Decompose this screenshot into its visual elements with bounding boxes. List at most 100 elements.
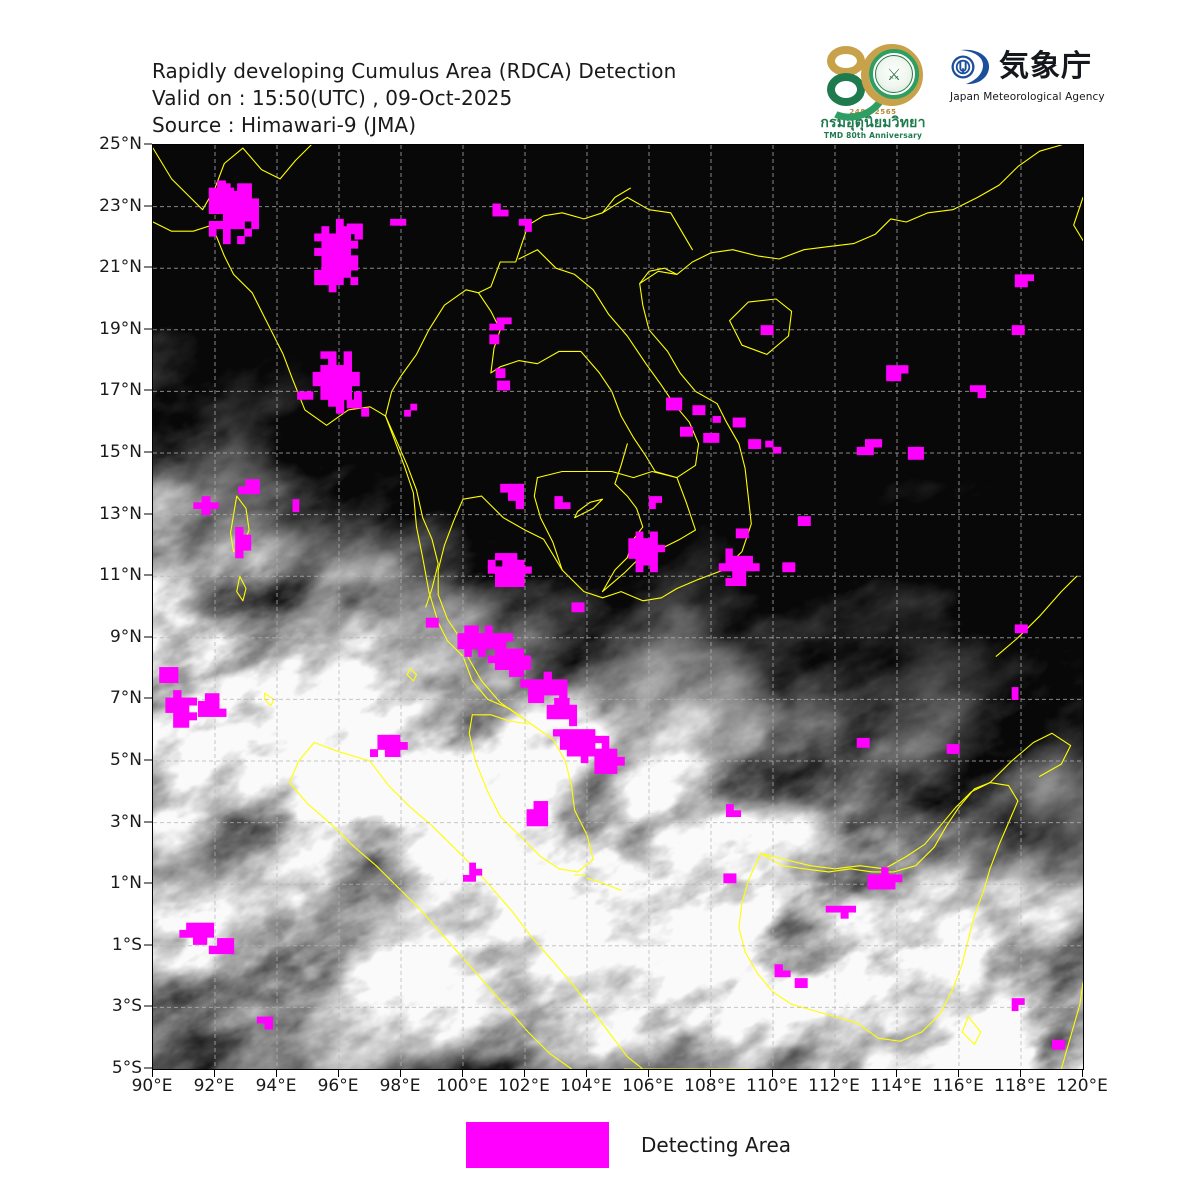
coastline-path <box>760 782 991 873</box>
coastline-path <box>601 477 697 593</box>
rdca-detection-blob <box>649 496 662 510</box>
coastline-path <box>153 145 312 211</box>
x-axis-tick-mark <box>834 1069 835 1077</box>
tmd-digit-eight-icon <box>823 46 869 106</box>
rdca-detection-blob <box>489 334 500 345</box>
x-axis-tick-label: 98°E <box>379 1076 421 1096</box>
coastline-path <box>732 145 1062 260</box>
x-axis-tick-label: 118°E <box>994 1076 1046 1096</box>
coastline-path <box>601 187 631 214</box>
y-axis-tick-label: 3°N <box>109 811 142 832</box>
rdca-detection-blob <box>179 922 215 945</box>
tmd-years-range: 2485-2565 <box>849 108 897 116</box>
rdca-detection-blob <box>718 548 760 587</box>
x-axis-tick-mark <box>648 1069 649 1077</box>
rdca-detection-blob <box>197 693 227 717</box>
rdca-detection-blob <box>314 218 359 293</box>
y-axis-tick-mark <box>144 451 152 453</box>
y-axis-tick-mark <box>144 389 152 391</box>
rdca-detection-blob <box>765 440 782 454</box>
x-axis-tick-mark <box>152 1069 153 1077</box>
rdca-detection-blob <box>238 479 260 495</box>
japan-meteorological-agency-logo: 気象庁 Japan Meteorological Agency <box>950 44 1105 118</box>
rdca-detection-blob <box>723 873 737 884</box>
rdca-detection-blob <box>1014 274 1034 288</box>
tmd-thai-name: กรมอุตุนิยมวิทยา <box>820 115 926 131</box>
logo-row: ⚔ 2485-2565 กรมอุตุนิยมวิทยา TMD 80th An… <box>809 44 1105 144</box>
legend-color-swatch-detecting-area <box>466 1122 609 1168</box>
y-axis-tick-label: 23°N <box>99 195 142 216</box>
coastline-path <box>995 575 1078 657</box>
tmd-anniversary-subtitle: TMD 80th Anniversary <box>823 130 923 140</box>
coastline-path <box>536 470 678 479</box>
rdca-detection-overlay <box>159 180 1065 1050</box>
y-axis-tick-label: 25°N <box>99 134 142 154</box>
rdca-detection-blob <box>725 804 742 818</box>
rdca-detection-blob <box>886 365 909 382</box>
rdca-detection-blob <box>712 416 721 423</box>
legend-label-detecting-area: Detecting Area <box>641 1133 791 1157</box>
x-axis-tick-mark <box>896 1069 897 1077</box>
y-axis-tick-mark <box>144 266 152 268</box>
y-axis-tick-mark <box>144 944 152 946</box>
rdca-detection-blob <box>554 496 571 510</box>
rdca-detection-blob <box>518 218 532 232</box>
rdca-detection-blob <box>794 978 808 988</box>
y-axis-tick-label: 7°N <box>109 688 142 709</box>
y-axis-tick-mark <box>144 1067 152 1069</box>
rdca-detection-blob <box>487 553 532 588</box>
y-axis-tick-mark <box>144 1005 152 1007</box>
rdca-detection-blob <box>680 426 693 437</box>
x-axis-tick-label: 96°E <box>317 1076 359 1096</box>
coastline-path <box>1073 196 1083 242</box>
x-axis-tick-label: 112°E <box>808 1076 860 1096</box>
rdca-detection-blob <box>489 317 512 331</box>
y-axis-tick-label: 5°N <box>109 750 142 770</box>
legend: Detecting Area <box>466 1122 791 1168</box>
x-axis-tick-mark <box>276 1069 277 1077</box>
x-axis-tick-mark <box>524 1069 525 1077</box>
coastline-path <box>989 732 1072 784</box>
y-axis-tick-mark <box>144 821 152 823</box>
rdca-detection-blob <box>193 496 219 516</box>
rdca-detection-blob <box>390 218 407 226</box>
rdca-detection-blob <box>867 867 903 890</box>
y-axis-tick-label: 21°N <box>99 257 142 278</box>
rdca-detection-blob <box>425 617 439 628</box>
rdca-detection-blob <box>856 439 883 456</box>
x-axis-tick-label: 92°E <box>193 1076 235 1096</box>
rdca-detection-blob <box>495 368 506 379</box>
rdca-detection-blob <box>208 180 235 203</box>
rdca-detection-blob <box>732 417 746 428</box>
coastline-path <box>574 498 604 519</box>
y-axis-tick-mark <box>144 697 152 699</box>
coastline-path <box>236 575 247 602</box>
x-axis-tick-mark <box>772 1069 773 1077</box>
y-axis-tick-mark <box>144 513 152 515</box>
y-axis-tick-label: 5°S <box>111 1058 142 1078</box>
x-axis-tick-mark <box>214 1069 215 1077</box>
y-axis-tick-label: 11°N <box>99 565 142 586</box>
rdca-detection-blob <box>1014 624 1028 634</box>
rdca-detection-blob <box>235 526 252 559</box>
y-axis-tick-mark <box>144 328 152 330</box>
y-axis-tick-mark <box>144 882 152 884</box>
y-axis-tick-label: 1°S <box>111 934 142 955</box>
rdca-detection-blob <box>292 499 300 513</box>
rdca-detection-blob <box>312 351 360 414</box>
rdca-detection-blob <box>500 483 525 510</box>
tmd-digit-zero-ring-icon <box>861 44 923 106</box>
rdca-detection-blob <box>692 405 706 416</box>
coastline-path <box>264 692 275 707</box>
jma-kanji-text: 気象庁 <box>999 49 1092 84</box>
x-axis-tick-mark <box>1020 1069 1021 1077</box>
page-title: Rapidly developing Cumulus Area (RDCA) D… <box>152 59 677 83</box>
x-axis-tick-label: 120°E <box>1056 1076 1108 1096</box>
rdca-detection-blob <box>1011 687 1019 700</box>
rdca-detection-blob <box>165 690 197 728</box>
y-axis-tick-label: 15°N <box>99 442 142 462</box>
y-axis-tick-label: 17°N <box>99 380 142 401</box>
x-axis-tick-label: 110°E <box>746 1076 798 1096</box>
coastline-path <box>462 249 752 602</box>
rdca-detection-blob <box>782 562 796 573</box>
